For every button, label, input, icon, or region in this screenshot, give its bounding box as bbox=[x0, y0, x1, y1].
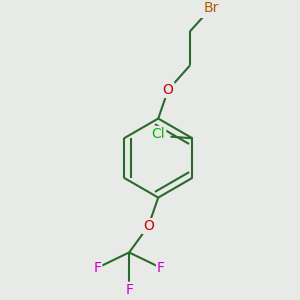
Text: O: O bbox=[163, 83, 174, 97]
Text: F: F bbox=[125, 283, 133, 297]
Text: F: F bbox=[93, 261, 101, 275]
Text: F: F bbox=[157, 261, 165, 275]
Text: Cl: Cl bbox=[152, 127, 165, 141]
Text: Br: Br bbox=[203, 1, 219, 15]
Text: O: O bbox=[143, 219, 154, 233]
